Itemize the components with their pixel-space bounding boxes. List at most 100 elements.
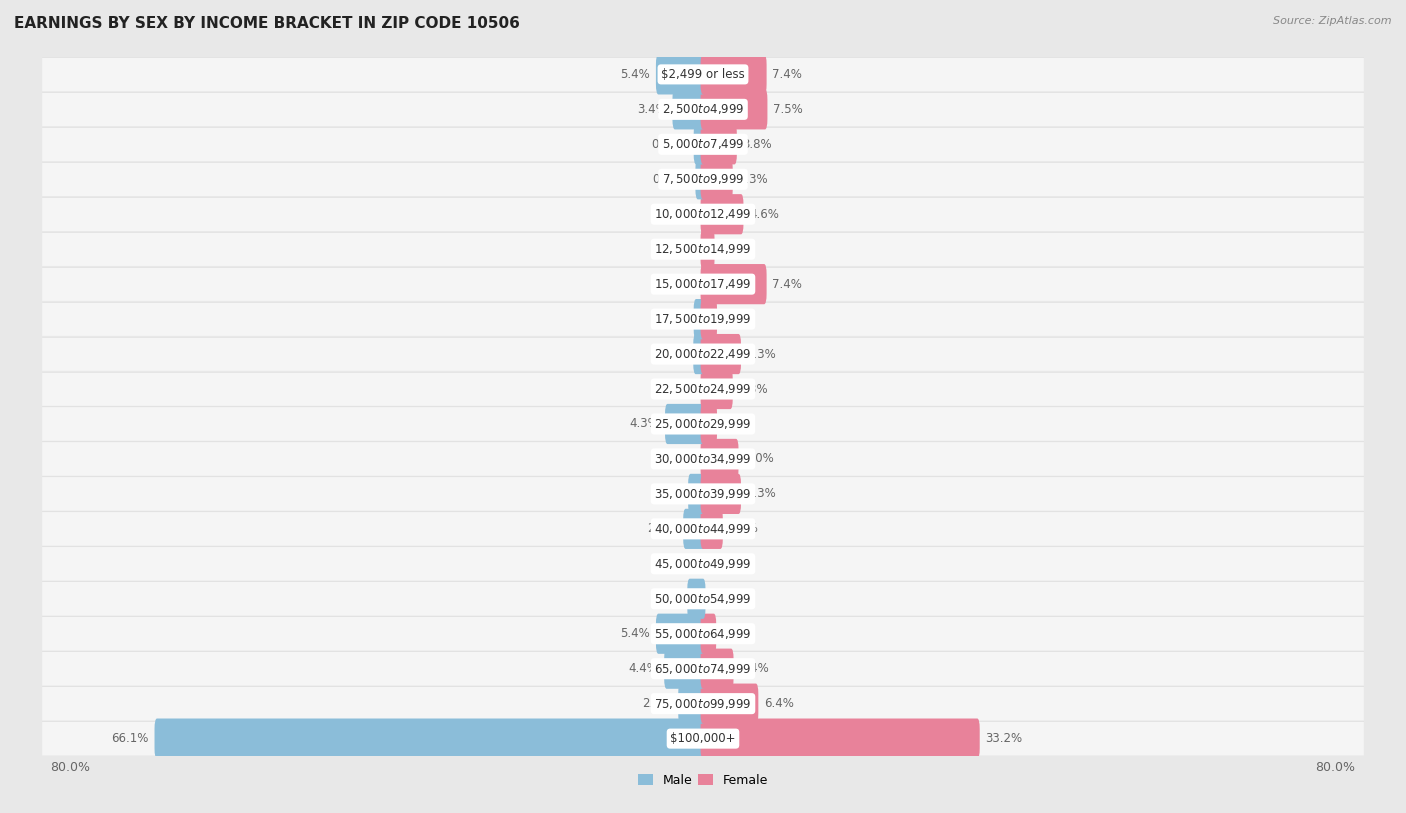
Text: 0.88%: 0.88%	[651, 348, 688, 360]
Text: $55,000 to $64,999: $55,000 to $64,999	[654, 627, 752, 641]
Text: 0.0%: 0.0%	[665, 208, 695, 220]
Text: 4.3%: 4.3%	[630, 418, 659, 430]
FancyBboxPatch shape	[42, 128, 1364, 161]
Text: 0.0%: 0.0%	[665, 453, 695, 465]
FancyBboxPatch shape	[700, 159, 733, 199]
FancyBboxPatch shape	[700, 474, 741, 514]
Text: Source: ZipAtlas.com: Source: ZipAtlas.com	[1274, 16, 1392, 26]
FancyBboxPatch shape	[42, 372, 1364, 406]
FancyBboxPatch shape	[693, 299, 706, 339]
Text: 4.0%: 4.0%	[744, 453, 775, 465]
Text: $17,500 to $19,999: $17,500 to $19,999	[654, 312, 752, 326]
FancyBboxPatch shape	[700, 404, 717, 444]
FancyBboxPatch shape	[688, 474, 706, 514]
FancyBboxPatch shape	[42, 233, 1364, 266]
Text: $15,000 to $17,499: $15,000 to $17,499	[654, 277, 752, 291]
Text: 1.4%: 1.4%	[723, 313, 752, 325]
FancyBboxPatch shape	[42, 407, 1364, 441]
FancyBboxPatch shape	[665, 404, 706, 444]
Text: 3.8%: 3.8%	[742, 138, 772, 150]
Text: 0.83%: 0.83%	[651, 138, 688, 150]
Text: 4.3%: 4.3%	[747, 348, 776, 360]
FancyBboxPatch shape	[657, 54, 706, 94]
FancyBboxPatch shape	[700, 649, 734, 689]
FancyBboxPatch shape	[683, 509, 706, 549]
FancyBboxPatch shape	[700, 719, 980, 759]
Text: 2.7%: 2.7%	[643, 698, 672, 710]
Text: 2.1%: 2.1%	[728, 523, 758, 535]
Text: 6.4%: 6.4%	[763, 698, 794, 710]
Text: 3.3%: 3.3%	[738, 173, 768, 185]
Text: 66.1%: 66.1%	[111, 733, 149, 745]
Text: $5,000 to $7,499: $5,000 to $7,499	[662, 137, 744, 151]
Text: 4.4%: 4.4%	[628, 663, 658, 675]
Text: $75,000 to $99,999: $75,000 to $99,999	[654, 697, 752, 711]
Text: $50,000 to $54,999: $50,000 to $54,999	[654, 592, 752, 606]
FancyBboxPatch shape	[700, 229, 714, 269]
FancyBboxPatch shape	[693, 334, 706, 374]
FancyBboxPatch shape	[42, 442, 1364, 476]
Text: 1.3%: 1.3%	[723, 628, 752, 640]
Text: 0.0%: 0.0%	[711, 593, 741, 605]
FancyBboxPatch shape	[42, 512, 1364, 546]
Text: 7.4%: 7.4%	[772, 68, 803, 80]
FancyBboxPatch shape	[42, 477, 1364, 511]
Text: 80.0%: 80.0%	[51, 761, 90, 774]
Text: 0.0%: 0.0%	[711, 558, 741, 570]
Text: 0.0%: 0.0%	[665, 278, 695, 290]
Text: 0.0%: 0.0%	[665, 558, 695, 570]
Text: 7.4%: 7.4%	[772, 278, 803, 290]
Text: $10,000 to $12,499: $10,000 to $12,499	[654, 207, 752, 221]
Text: 80.0%: 80.0%	[1316, 761, 1355, 774]
FancyBboxPatch shape	[672, 89, 706, 129]
FancyBboxPatch shape	[42, 302, 1364, 336]
Text: EARNINGS BY SEX BY INCOME BRACKET IN ZIP CODE 10506: EARNINGS BY SEX BY INCOME BRACKET IN ZIP…	[14, 16, 520, 31]
FancyBboxPatch shape	[42, 198, 1364, 231]
Text: $65,000 to $74,999: $65,000 to $74,999	[654, 662, 752, 676]
FancyBboxPatch shape	[696, 159, 706, 199]
FancyBboxPatch shape	[700, 439, 738, 479]
FancyBboxPatch shape	[700, 684, 758, 724]
Text: $22,500 to $24,999: $22,500 to $24,999	[654, 382, 752, 396]
Text: $2,500 to $4,999: $2,500 to $4,999	[662, 102, 744, 116]
FancyBboxPatch shape	[700, 334, 741, 374]
FancyBboxPatch shape	[42, 722, 1364, 755]
Legend: Male, Female: Male, Female	[633, 769, 773, 792]
FancyBboxPatch shape	[700, 614, 716, 654]
Text: 4.6%: 4.6%	[749, 208, 779, 220]
Text: 5.4%: 5.4%	[620, 68, 650, 80]
Text: 1.1%: 1.1%	[720, 243, 751, 255]
Text: 0.83%: 0.83%	[651, 313, 688, 325]
Text: 7.5%: 7.5%	[773, 103, 803, 115]
FancyBboxPatch shape	[693, 124, 706, 164]
FancyBboxPatch shape	[42, 582, 1364, 615]
FancyBboxPatch shape	[42, 687, 1364, 720]
Text: 0.0%: 0.0%	[665, 383, 695, 395]
FancyBboxPatch shape	[700, 369, 733, 409]
Text: 0.62%: 0.62%	[652, 173, 689, 185]
FancyBboxPatch shape	[42, 93, 1364, 126]
Text: 1.4%: 1.4%	[723, 418, 752, 430]
Text: $45,000 to $49,999: $45,000 to $49,999	[654, 557, 752, 571]
FancyBboxPatch shape	[700, 54, 766, 94]
FancyBboxPatch shape	[42, 617, 1364, 650]
FancyBboxPatch shape	[42, 267, 1364, 301]
FancyBboxPatch shape	[42, 652, 1364, 685]
Text: 0.0%: 0.0%	[665, 243, 695, 255]
Text: $30,000 to $34,999: $30,000 to $34,999	[654, 452, 752, 466]
FancyBboxPatch shape	[155, 719, 706, 759]
Text: $100,000+: $100,000+	[671, 733, 735, 745]
Text: 1.6%: 1.6%	[651, 593, 682, 605]
FancyBboxPatch shape	[700, 264, 766, 304]
Text: 2.1%: 2.1%	[648, 523, 678, 535]
FancyBboxPatch shape	[664, 649, 706, 689]
Text: $2,499 or less: $2,499 or less	[661, 68, 745, 80]
FancyBboxPatch shape	[700, 124, 737, 164]
FancyBboxPatch shape	[700, 89, 768, 129]
Text: 1.5%: 1.5%	[652, 488, 682, 500]
FancyBboxPatch shape	[657, 614, 706, 654]
FancyBboxPatch shape	[678, 684, 706, 724]
Text: 3.3%: 3.3%	[738, 383, 768, 395]
FancyBboxPatch shape	[42, 58, 1364, 91]
Text: $12,500 to $14,999: $12,500 to $14,999	[654, 242, 752, 256]
